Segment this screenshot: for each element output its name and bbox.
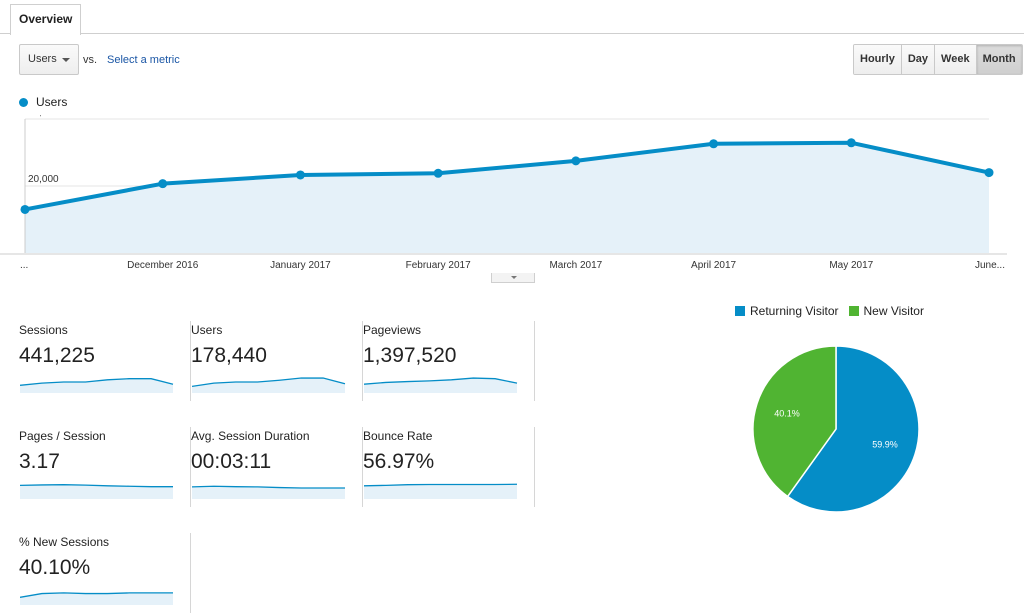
x-tick-label: May 2017 [829, 260, 873, 271]
metric-tile-avg-session-duration[interactable]: Avg. Session Duration 00:03:11 [191, 427, 363, 513]
pie-slice [752, 345, 837, 498]
data-point [709, 139, 719, 149]
select-metric-link[interactable]: Select a metric [107, 54, 180, 66]
sparkline-line [20, 378, 174, 386]
returning-swatch-icon [735, 306, 745, 316]
week-button[interactable]: Week [935, 45, 977, 74]
sparkline-fill [192, 378, 345, 393]
granularity-toggle: Hourly Day Week Month [853, 44, 1023, 75]
metric-value: 3.17 [19, 450, 60, 473]
chart-legend: Users [19, 95, 67, 109]
data-point [20, 204, 30, 214]
expand-arrow-icon [511, 276, 517, 279]
visitor-pie-chart: 59.9% 40.1% [752, 345, 920, 513]
legend-series-label: Users [36, 95, 68, 109]
sparkline [20, 484, 173, 499]
tab-bar: Overview [0, 0, 1024, 35]
x-tick-label: January 2017 [270, 260, 331, 271]
hourly-button[interactable]: Hourly [854, 45, 902, 74]
x-tick-label: ... [20, 260, 28, 271]
metric-tile-pages-per-session[interactable]: Pages / Session 3.17 [19, 427, 191, 513]
series-line [24, 140, 990, 212]
sparkline-line [20, 592, 173, 598]
month-button[interactable]: Month [976, 45, 1022, 74]
sparkline-line [192, 377, 346, 388]
sparkline-line [20, 484, 173, 488]
metric-label: Pageviews [363, 323, 422, 337]
y-tick-label: 40,000 [28, 115, 59, 118]
metric-label: Pages / Session [19, 429, 106, 443]
sparkline [364, 377, 518, 393]
sparkline-fill [192, 486, 345, 499]
x-tick-label: March 2017 [549, 260, 602, 271]
chevron-down-icon [62, 58, 70, 62]
area-fill [25, 142, 989, 253]
metric-label: Bounce Rate [363, 429, 433, 443]
data-point [846, 138, 856, 148]
sparkline [20, 378, 174, 393]
sparkline-fill [20, 592, 173, 605]
metric-value: 1,397,520 [363, 344, 457, 367]
data-point [984, 168, 994, 178]
metric-label: Users [191, 323, 223, 337]
pie-legend-item-returning[interactable]: Returning Visitor [735, 304, 839, 318]
users-line-chart: 40,000 20,000... December 2016 January 2017… [0, 115, 1007, 271]
pie-legend-item-new[interactable]: New Visitor [848, 304, 924, 318]
new-swatch-icon [848, 306, 859, 316]
metric-value: 56.97% [363, 450, 435, 473]
x-tick-label: December 2016 [127, 260, 199, 271]
data-point [158, 179, 168, 189]
y-tick-label: 20,000 [28, 174, 59, 185]
pie-slice-label: 59.9% [872, 440, 898, 450]
sparkline [364, 483, 518, 499]
sparkline-fill [20, 484, 173, 499]
data-point [571, 156, 581, 166]
metric-value: 40.10% [19, 556, 91, 579]
metric-tile-users[interactable]: Users 178,440 [191, 321, 363, 407]
metric-tile-sessions[interactable]: Sessions 441,225 [19, 321, 191, 407]
vs-label: vs. [83, 54, 98, 66]
sparkline-line [364, 483, 518, 487]
metric-label: % New Sessions [19, 535, 110, 549]
sparkline [192, 377, 346, 393]
x-tick-label: April 2017 [691, 260, 736, 271]
metric-label: Sessions [19, 323, 68, 337]
chart-expand-handle[interactable] [491, 273, 535, 283]
tab-overview[interactable]: Overview [10, 4, 82, 35]
data-point [433, 168, 443, 178]
metric-value: 441,225 [19, 344, 95, 367]
metric-tile-pageviews[interactable]: Pageviews 1,397,520 [363, 321, 535, 407]
pie-slice-label: 40.1% [774, 408, 800, 418]
pie-legend-label: Returning Visitor [750, 304, 839, 318]
pie-legend-label: New Visitor [863, 304, 924, 318]
sparkline [20, 592, 173, 605]
sparkline-line [364, 377, 518, 385]
pie-slice [786, 345, 920, 513]
metric-label: Avg. Session Duration [191, 429, 310, 443]
sparkline [192, 485, 345, 499]
day-button[interactable]: Day [901, 45, 936, 74]
x-tick-label: June... [975, 260, 1005, 271]
metric-dropdown[interactable]: Users [19, 44, 79, 75]
pie-legend: Returning Visitor New Visitor [735, 304, 934, 318]
sparkline-line [192, 485, 345, 489]
x-tick-label: February 2017 [406, 260, 471, 271]
metric-tile-new-sessions[interactable]: % New Sessions 40.10% [19, 533, 191, 615]
metric-dropdown-value: Users [28, 53, 57, 65]
metric-tile-bounce-rate[interactable]: Bounce Rate 56.97% [363, 427, 535, 513]
series-dot-icon [19, 97, 28, 107]
data-point [295, 170, 305, 180]
sparkline-fill [364, 484, 517, 499]
metric-value: 00:03:11 [191, 450, 272, 473]
metric-value: 178,440 [191, 344, 267, 367]
